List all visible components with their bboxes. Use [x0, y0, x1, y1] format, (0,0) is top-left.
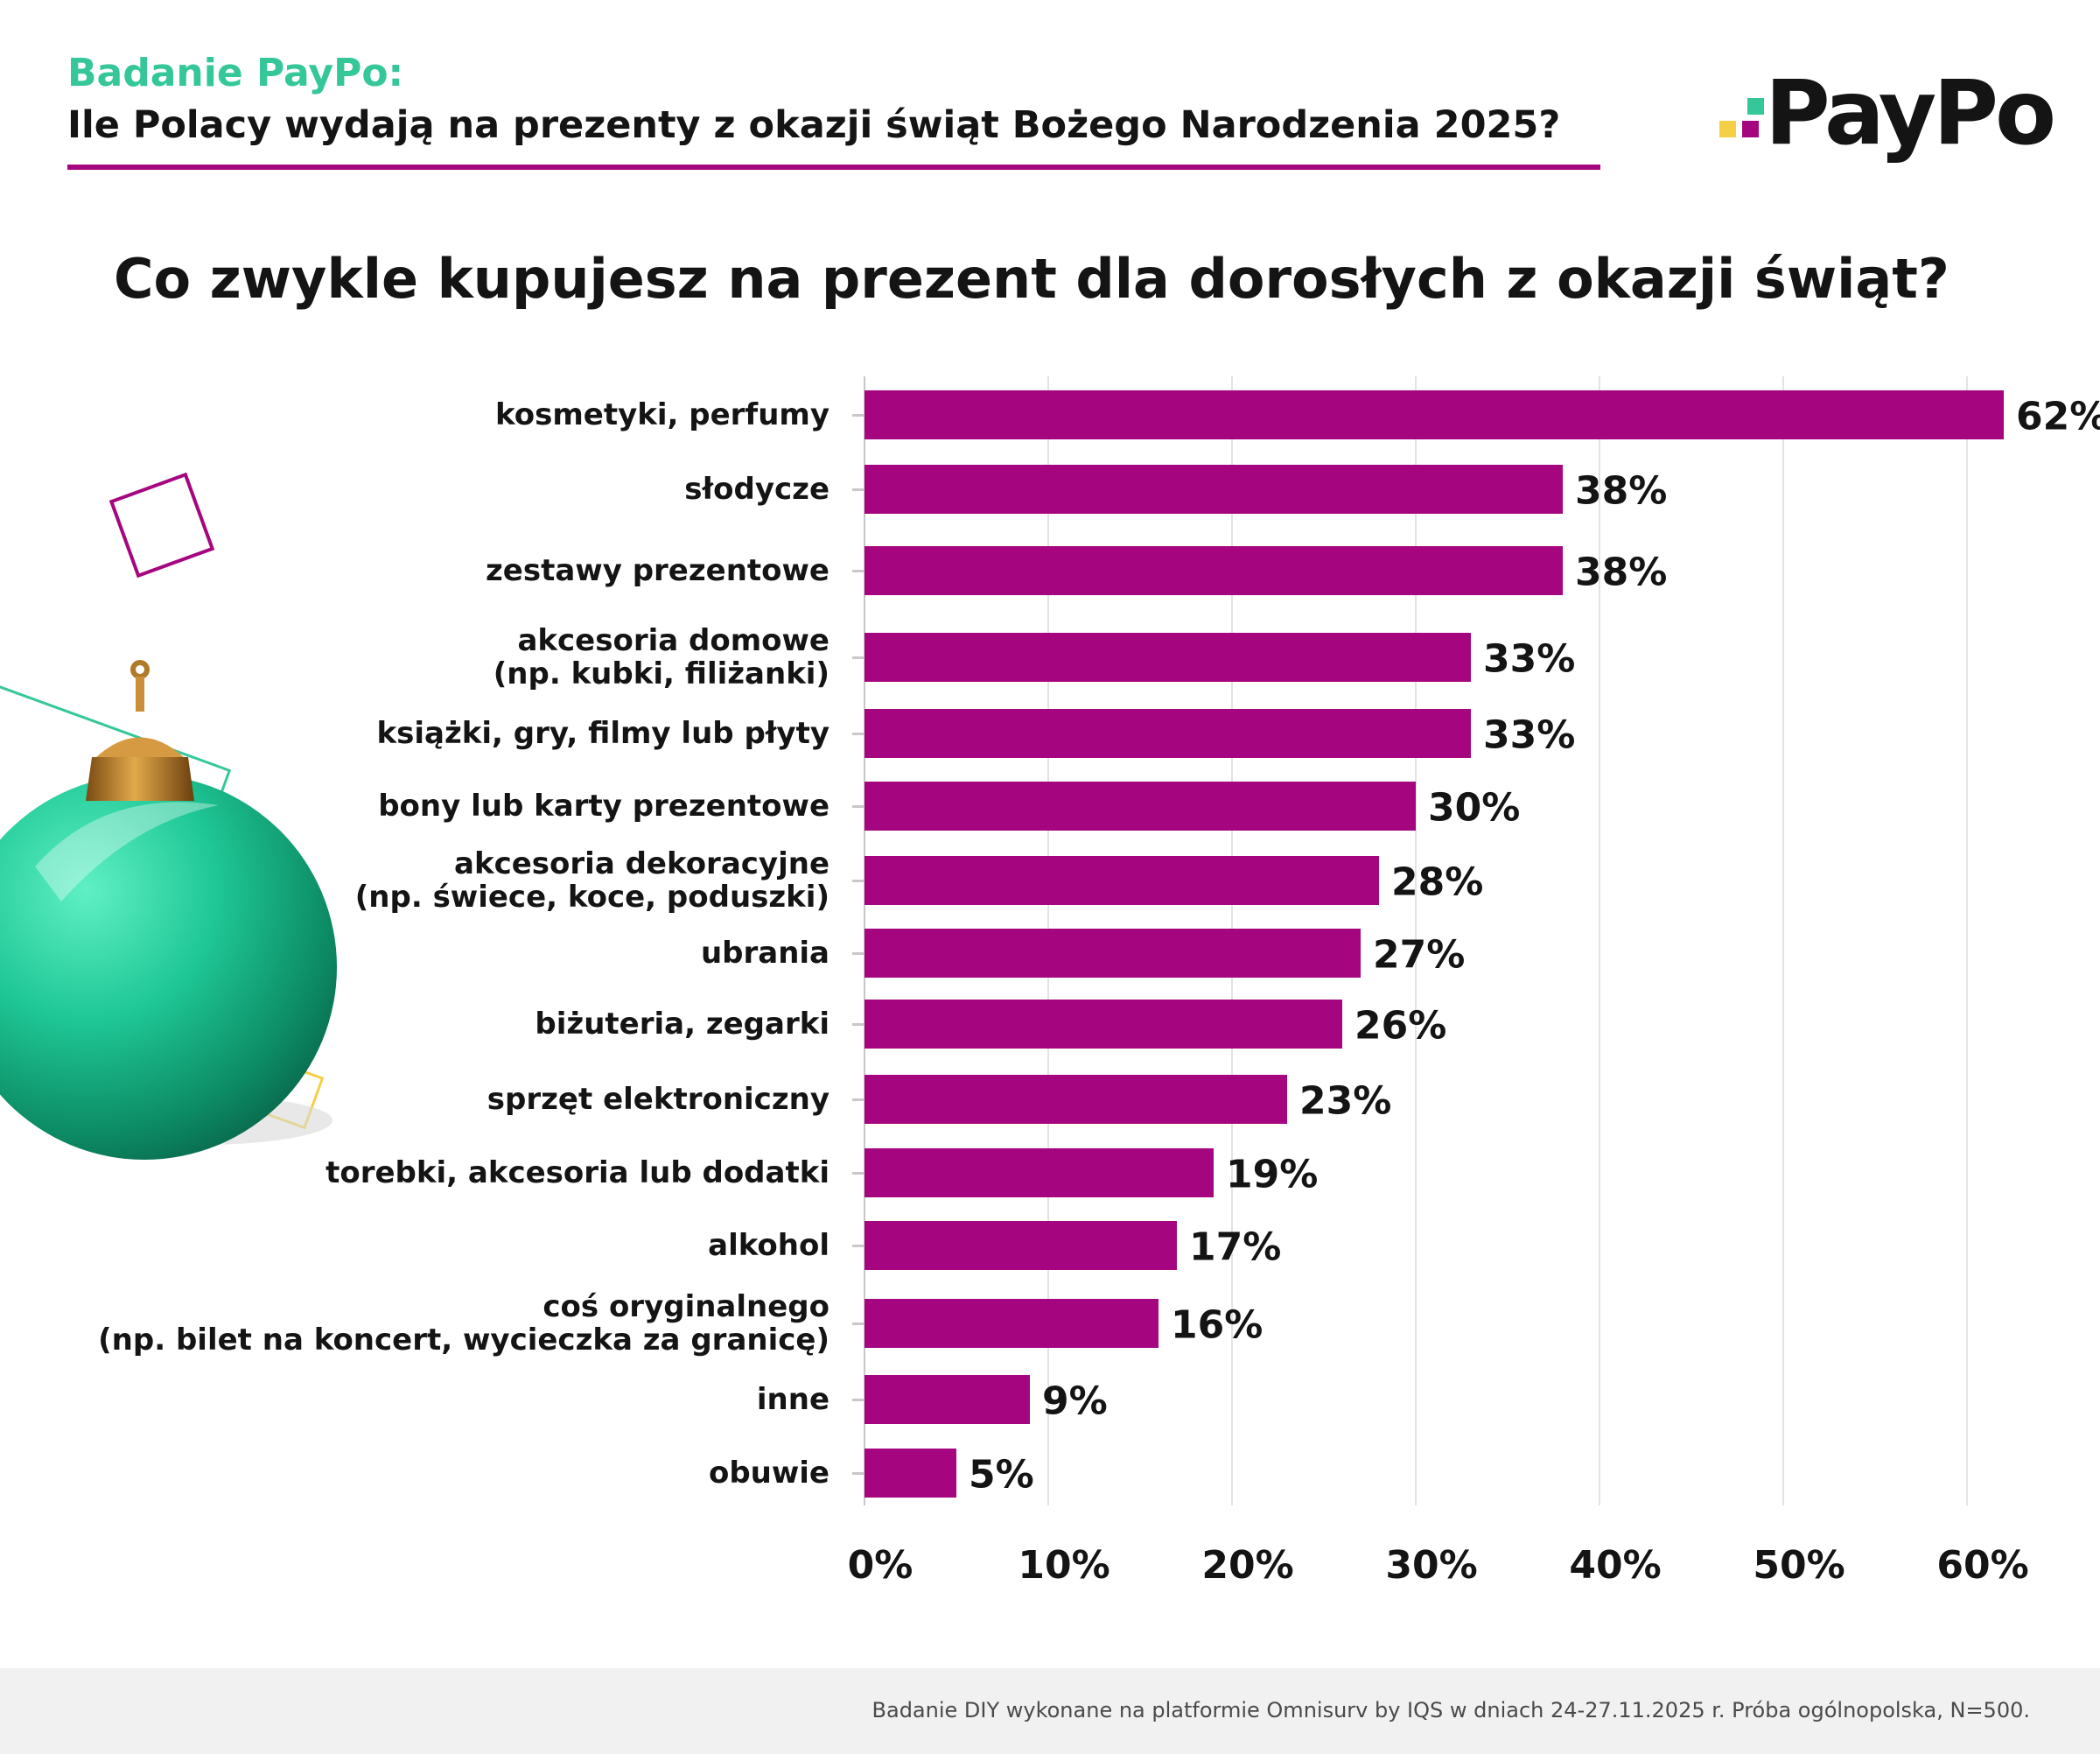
y-axis-tick — [852, 414, 864, 417]
bar — [864, 546, 1563, 595]
logo-square-yellow — [1719, 121, 1736, 137]
paypo-logo: PayPo — [1719, 61, 2056, 166]
bar — [864, 856, 1379, 905]
value-label: 16% — [1171, 1302, 1264, 1348]
bar — [864, 390, 2004, 439]
value-label: 38% — [1575, 468, 1668, 514]
bar — [864, 929, 1361, 978]
y-axis-tick — [852, 656, 864, 659]
category-label: słodycze — [684, 472, 830, 507]
x-tick-label: 40% — [1569, 1543, 1662, 1588]
y-axis-tick — [852, 1098, 864, 1101]
y-axis-tick — [852, 805, 864, 808]
x-tick-label: 60% — [1936, 1543, 2029, 1588]
y-axis-tick — [852, 1245, 864, 1247]
bar — [864, 1221, 1177, 1270]
footer-source-note: Badanie DIY wykonane na platformie Omnis… — [872, 1698, 2030, 1722]
value-label: 33% — [1483, 712, 1576, 758]
category-label: bony lub karty prezentowe — [378, 789, 830, 824]
y-axis-tick — [852, 1399, 864, 1401]
bauble-crown — [96, 737, 184, 757]
logo-square-purple — [1742, 121, 1759, 137]
value-label: 9% — [1042, 1379, 1108, 1424]
value-label: 19% — [1226, 1152, 1319, 1197]
category-label: książki, gry, filmy lub płyty — [376, 716, 830, 751]
bauble-cap — [86, 757, 194, 801]
logo-wordmark: PayPo — [1765, 61, 2056, 165]
bar — [864, 1148, 1214, 1197]
bar — [864, 1449, 956, 1498]
header-title: Ile Polacy wydają na prezenty z okazji ś… — [67, 103, 1561, 147]
christmas-bauble-decoration — [0, 472, 337, 1160]
value-label: 27% — [1373, 932, 1466, 978]
category-label: sprzęt elektroniczny — [486, 1082, 830, 1117]
grid-line — [1782, 376, 1784, 1505]
grid-line — [1415, 376, 1417, 1505]
bar — [864, 709, 1471, 758]
bar — [864, 1375, 1030, 1424]
x-tick-label: 20% — [1201, 1543, 1294, 1588]
y-axis-tick — [852, 952, 864, 955]
value-label: 17% — [1189, 1224, 1282, 1270]
bauble-highlight — [35, 802, 219, 902]
bar — [864, 1075, 1287, 1124]
footer-bar: Badanie DIY wykonane na platformie Omnis… — [0, 1668, 2100, 1754]
value-label: 26% — [1354, 1003, 1447, 1049]
bar — [864, 1000, 1342, 1049]
y-axis-tick — [852, 1023, 864, 1026]
category-label: coś oryginalnego (np. bilet na koncert, … — [98, 1289, 830, 1358]
category-label: zestawy prezentowe — [486, 553, 830, 588]
x-tick-label: 10% — [1018, 1543, 1110, 1588]
header-divider — [67, 165, 1600, 170]
bar — [864, 465, 1563, 514]
category-label: alkohol — [708, 1228, 830, 1263]
category-label: kosmetyki, perfumy — [495, 397, 830, 432]
bar — [864, 633, 1471, 682]
y-axis-tick — [852, 880, 864, 882]
bar — [864, 1299, 1158, 1348]
bauble-ball — [0, 775, 337, 1160]
x-tick-label: 30% — [1385, 1543, 1478, 1588]
category-label: akcesoria dekoracyjne (np. świece, koce,… — [354, 846, 830, 915]
x-tick-label: 0% — [847, 1543, 914, 1588]
value-label: 38% — [1575, 550, 1668, 595]
chart-title: Co zwykle kupujesz na prezent dla dorosł… — [114, 247, 1950, 311]
y-axis-tick — [852, 1323, 864, 1325]
value-label: 62% — [2016, 394, 2100, 439]
grid-line — [1599, 376, 1600, 1505]
category-label: torebki, akcesoria lub dodatki — [326, 1155, 830, 1190]
y-axis-tick — [852, 1472, 864, 1475]
category-label: ubrania — [700, 936, 830, 971]
value-label: 5% — [969, 1452, 1034, 1498]
y-axis-tick — [852, 488, 864, 491]
header-kicker: Badanie PayPo: — [67, 51, 404, 95]
y-axis-tick — [852, 733, 864, 735]
y-axis-tick — [852, 570, 864, 572]
bar — [864, 782, 1416, 831]
purple-square-outline — [108, 472, 215, 579]
category-label: biżuteria, zegarki — [535, 1007, 830, 1042]
x-tick-label: 50% — [1753, 1543, 1845, 1588]
value-label: 30% — [1428, 785, 1521, 831]
value-label: 23% — [1299, 1078, 1392, 1124]
category-label: inne — [756, 1382, 830, 1417]
y-axis-tick — [852, 1172, 864, 1175]
category-label: obuwie — [708, 1456, 830, 1491]
value-label: 28% — [1391, 859, 1484, 905]
bauble-stem — [136, 677, 144, 712]
bar-chart: 0% 10% 20% 30% 40% 50% 60% kosmetyki, perfumy 62… — [98, 376, 2100, 1588]
value-label: 33% — [1483, 636, 1576, 682]
category-label: akcesoria domowe (np. kubki, filiżanki) — [493, 623, 830, 691]
grid-line — [1966, 376, 1968, 1505]
logo-square-green — [1747, 98, 1764, 115]
